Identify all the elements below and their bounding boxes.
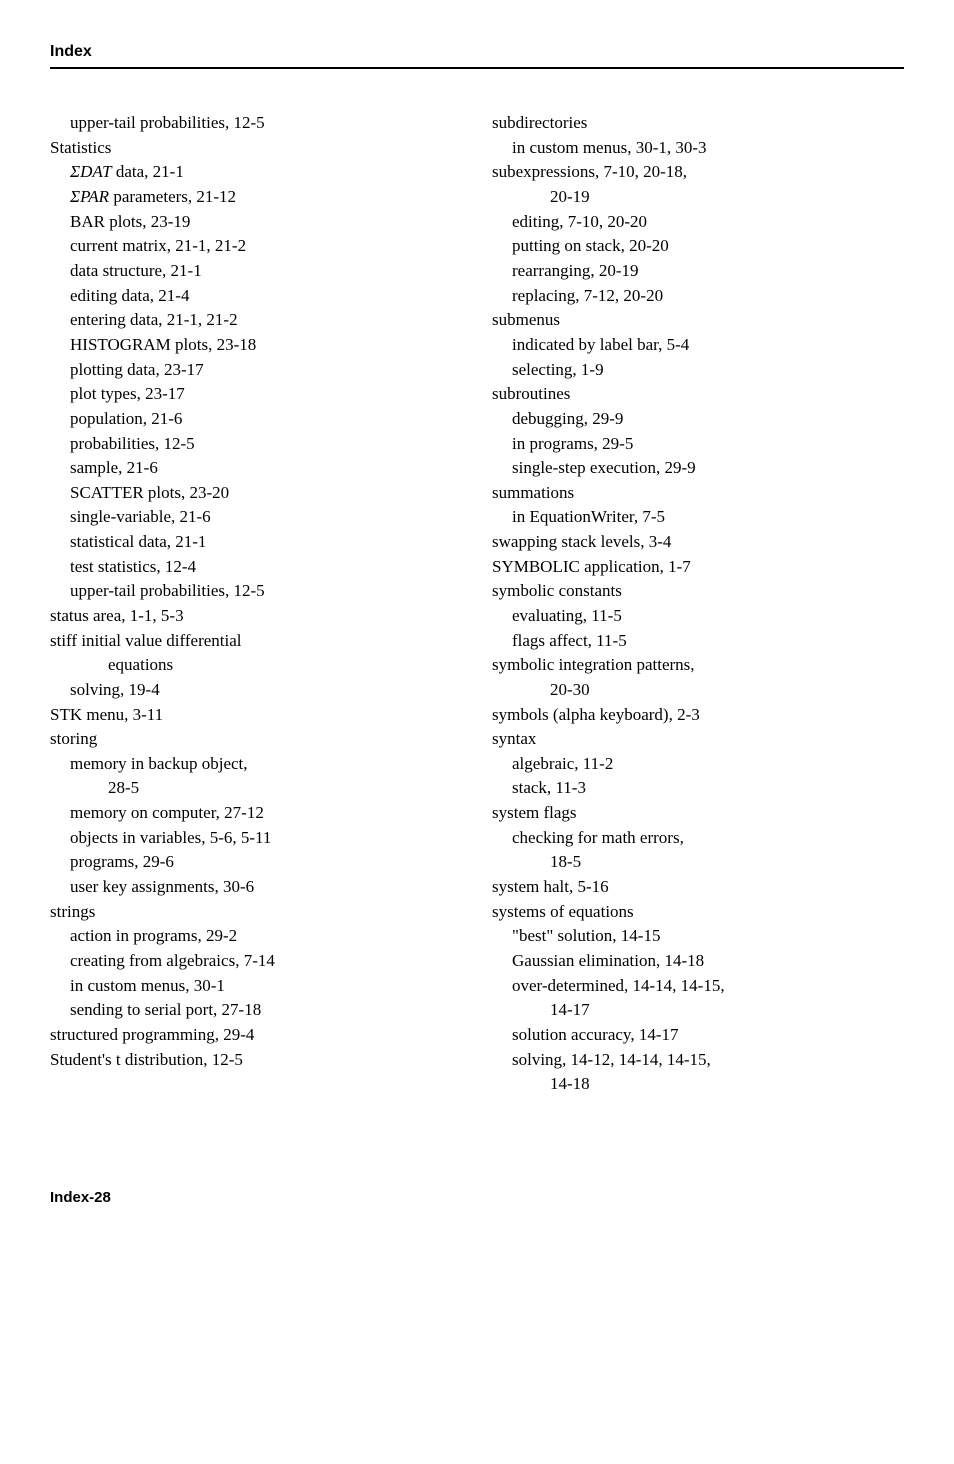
index-line: subdirectories — [492, 111, 904, 136]
index-line: action in programs, 29-2 — [50, 924, 462, 949]
index-line: in programs, 29-5 — [492, 432, 904, 457]
index-line: 14-18 — [492, 1072, 904, 1097]
index-line: symbolic integration patterns, — [492, 653, 904, 678]
index-line: statistical data, 21-1 — [50, 530, 462, 555]
index-line: checking for math errors, — [492, 826, 904, 851]
index-line: test statistics, 12-4 — [50, 555, 462, 580]
index-line: upper-tail probabilities, 12-5 — [50, 111, 462, 136]
index-line: editing data, 21-4 — [50, 284, 462, 309]
index-columns: upper-tail probabilities, 12-5Statistics… — [50, 111, 904, 1097]
index-line: Gaussian elimination, 14-18 — [492, 949, 904, 974]
index-line: SCATTER plots, 23-20 — [50, 481, 462, 506]
index-line: systems of equations — [492, 900, 904, 925]
index-line: ΣPAR parameters, 21-12 — [50, 185, 462, 210]
index-line: replacing, 7-12, 20-20 — [492, 284, 904, 309]
index-line: BAR plots, 23-19 — [50, 210, 462, 235]
index-line: editing, 7-10, 20-20 — [492, 210, 904, 235]
index-line: ΣDAT data, 21-1 — [50, 160, 462, 185]
index-line: rearranging, 20-19 — [492, 259, 904, 284]
index-line: programs, 29-6 — [50, 850, 462, 875]
index-line: strings — [50, 900, 462, 925]
index-line: summations — [492, 481, 904, 506]
index-line: over-determined, 14-14, 14-15, — [492, 974, 904, 999]
index-line: symbols (alpha keyboard), 2-3 — [492, 703, 904, 728]
index-line: stiff initial value differential — [50, 629, 462, 654]
index-line: memory on computer, 27-12 — [50, 801, 462, 826]
index-line: putting on stack, 20-20 — [492, 234, 904, 259]
index-line: 14-17 — [492, 998, 904, 1023]
index-line: in EquationWriter, 7-5 — [492, 505, 904, 530]
index-line: storing — [50, 727, 462, 752]
index-line: algebraic, 11-2 — [492, 752, 904, 777]
index-line: subexpressions, 7-10, 20-18, — [492, 160, 904, 185]
index-line: indicated by label bar, 5-4 — [492, 333, 904, 358]
page-footer: Index-28 — [50, 1187, 904, 1209]
index-line: Student's t distribution, 12-5 — [50, 1048, 462, 1073]
index-line: upper-tail probabilities, 12-5 — [50, 579, 462, 604]
index-line: debugging, 29-9 — [492, 407, 904, 432]
index-line: structured programming, 29-4 — [50, 1023, 462, 1048]
index-line: SYMBOLIC application, 1-7 — [492, 555, 904, 580]
index-line: 20-30 — [492, 678, 904, 703]
index-line: data structure, 21-1 — [50, 259, 462, 284]
index-line: selecting, 1-9 — [492, 358, 904, 383]
index-line: entering data, 21-1, 21-2 — [50, 308, 462, 333]
index-line: in custom menus, 30-1 — [50, 974, 462, 999]
index-line: memory in backup object, — [50, 752, 462, 777]
index-line: in custom menus, 30-1, 30-3 — [492, 136, 904, 161]
index-line: evaluating, 11-5 — [492, 604, 904, 629]
index-line: plotting data, 23-17 — [50, 358, 462, 383]
index-line: sample, 21-6 — [50, 456, 462, 481]
index-line: 18-5 — [492, 850, 904, 875]
index-line: stack, 11-3 — [492, 776, 904, 801]
index-line: status area, 1-1, 5-3 — [50, 604, 462, 629]
index-line: "best" solution, 14-15 — [492, 924, 904, 949]
index-line: swapping stack levels, 3-4 — [492, 530, 904, 555]
index-line: submenus — [492, 308, 904, 333]
index-line: subroutines — [492, 382, 904, 407]
index-line: creating from algebraics, 7-14 — [50, 949, 462, 974]
index-line: solving, 14-12, 14-14, 14-15, — [492, 1048, 904, 1073]
index-line: plot types, 23-17 — [50, 382, 462, 407]
index-line: flags affect, 11-5 — [492, 629, 904, 654]
index-line: solution accuracy, 14-17 — [492, 1023, 904, 1048]
index-line: objects in variables, 5-6, 5-11 — [50, 826, 462, 851]
index-line: population, 21-6 — [50, 407, 462, 432]
index-line: 20-19 — [492, 185, 904, 210]
index-line: Statistics — [50, 136, 462, 161]
index-line: symbolic constants — [492, 579, 904, 604]
page-header: Index — [50, 40, 904, 69]
index-line: 28-5 — [50, 776, 462, 801]
index-line: sending to serial port, 27-18 — [50, 998, 462, 1023]
index-line: solving, 19-4 — [50, 678, 462, 703]
index-line: single-variable, 21-6 — [50, 505, 462, 530]
right-column: subdirectoriesin custom menus, 30-1, 30-… — [492, 111, 904, 1097]
index-line: system flags — [492, 801, 904, 826]
index-line: HISTOGRAM plots, 23-18 — [50, 333, 462, 358]
index-line: equations — [50, 653, 462, 678]
index-line: current matrix, 21-1, 21-2 — [50, 234, 462, 259]
index-line: single-step execution, 29-9 — [492, 456, 904, 481]
index-line: syntax — [492, 727, 904, 752]
index-line: probabilities, 12-5 — [50, 432, 462, 457]
left-column: upper-tail probabilities, 12-5Statistics… — [50, 111, 462, 1097]
index-line: user key assignments, 30-6 — [50, 875, 462, 900]
index-line: system halt, 5-16 — [492, 875, 904, 900]
index-line: STK menu, 3-11 — [50, 703, 462, 728]
